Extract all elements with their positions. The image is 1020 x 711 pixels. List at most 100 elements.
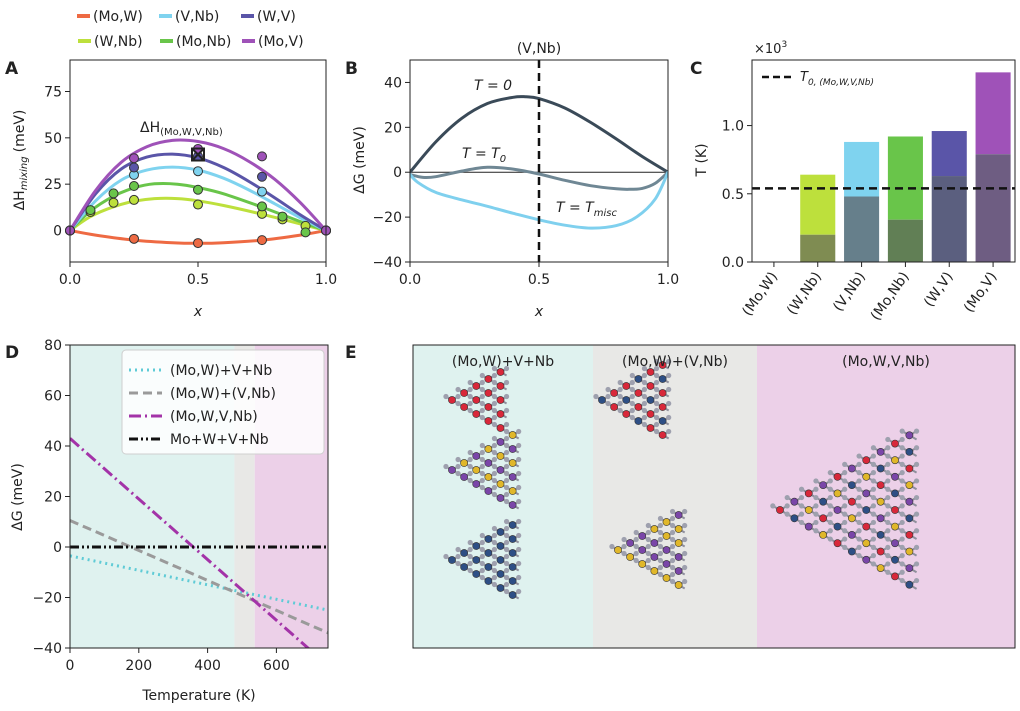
top-legend-label-mo-v: (Mo,V) [258,34,304,50]
sulfur-atom [479,553,485,560]
sulfur-atom [645,529,651,536]
sulfur-atom [682,508,688,515]
panel-a-chart: 0 25 50 75 0.0 0.5 1.0 ΔH(Mo,W,V,Nb) ΔHmixing(… [12,59,337,320]
sulfur-atom [491,567,498,574]
metal-atom [496,556,505,564]
panel-c-multiplier: ×103 [754,40,787,57]
sulfur-atom [842,519,848,526]
sulfur-atom [455,560,461,567]
sulfur-atom [621,543,627,550]
metal-atom [496,480,505,488]
metal-atom [674,581,683,589]
sulfur-atom [516,560,522,567]
metal-atom [891,489,899,498]
sulfur-atom [669,529,676,536]
sulfur-atom [899,445,905,451]
metal-atom [650,567,659,575]
sulfur-atom [491,421,498,428]
sulfur-atom [669,564,676,571]
sulfur-atom [885,478,891,484]
sulfur-atom [813,519,819,526]
metal-atom [484,445,493,453]
sulfur-atom [629,393,635,400]
sulfur-atom [503,421,510,428]
sulfur-atom [657,557,664,564]
sulfur-atom [455,546,461,553]
sulfur-atom [479,449,485,456]
metal-atom [508,591,517,599]
sulfur-atom [827,503,833,509]
sulfur-atom [491,407,498,414]
sulfur-atom [653,421,660,428]
metal-atom [472,410,481,418]
sulfur-atom [899,519,905,526]
metal-atom [905,447,914,456]
metal-atom [862,489,871,498]
metal-atom [508,535,517,543]
sulfur-atom [641,386,648,393]
sulfur-atom [633,543,639,550]
sulfur-atom [617,400,623,407]
sulfur-atom [899,528,905,534]
sulfur-atom [856,553,862,559]
sulfur-atom [467,449,473,456]
sulfur-atom [467,393,473,400]
panel-a-point-mo-nb [85,205,96,216]
panel-d-legend-label-mo-w-v-nb: (Mo,W,V,Nb) [170,409,258,425]
metal-atom [804,506,813,514]
sulfur-atom [870,528,877,534]
metal-atom [496,584,505,592]
top-legend-label-mo-nb: (Mo,Nb) [176,34,231,50]
metal-atom [876,564,885,572]
sulfur-atom [645,522,651,529]
sulfur-atom [653,386,660,393]
sulfur-atom [885,528,891,534]
panel-b-xlabel: x [534,304,544,320]
metal-atom [891,456,899,465]
sulfur-atom [770,503,776,509]
metal-atom [876,481,885,489]
sulfur-atom [629,407,635,414]
sulfur-atom [870,503,877,509]
panel-c-category-mo-v: (Mo,V) [961,269,1000,316]
sulfur-atom [682,550,688,557]
sulfur-atom [629,386,635,393]
sulfur-atom [870,486,877,492]
sulfur-atom [899,478,905,484]
sulfur-atom [827,486,833,492]
panel-a-point-mo-w [257,235,267,246]
metal-atom [790,514,799,523]
bar-upper-w-v [931,131,967,177]
sulfur-atom [503,449,510,456]
sulfur-atom [479,477,485,484]
sulfur-atom [657,550,664,557]
metal-atom [862,472,871,481]
metal-atom [876,447,885,456]
sulfur-atom [885,503,891,509]
metal-atom [626,539,635,547]
panel-a-curve-mo-v [70,138,326,232]
panel-label-d: D [5,343,19,363]
sulfur-atom [653,400,660,407]
sulfur-atom [503,484,510,491]
sulfur-atom [491,525,498,532]
sulfur-atom [827,470,833,476]
sulfur-atom [682,578,688,585]
sulfur-atom [856,536,862,542]
metal-atom [484,563,493,571]
sulfur-atom [870,445,877,451]
sulfur-atom [827,478,833,484]
panel-c-ticks: 0.0 0.5 1.0 [722,119,752,271]
sulfur-atom [491,414,498,421]
sulfur-atom [503,539,510,546]
metal-atom [484,459,493,467]
sulfur-atom [913,544,920,550]
metal-atom [472,556,481,564]
sulfur-atom [653,365,660,372]
sulfur-atom [885,544,891,550]
panel-e-title-2: (Mo,W)+(V,Nb) [622,354,728,370]
panel-a-point-w-v [129,162,139,173]
metal-atom [484,417,493,425]
sulfur-atom [641,393,648,400]
sulfur-atom [629,400,635,407]
